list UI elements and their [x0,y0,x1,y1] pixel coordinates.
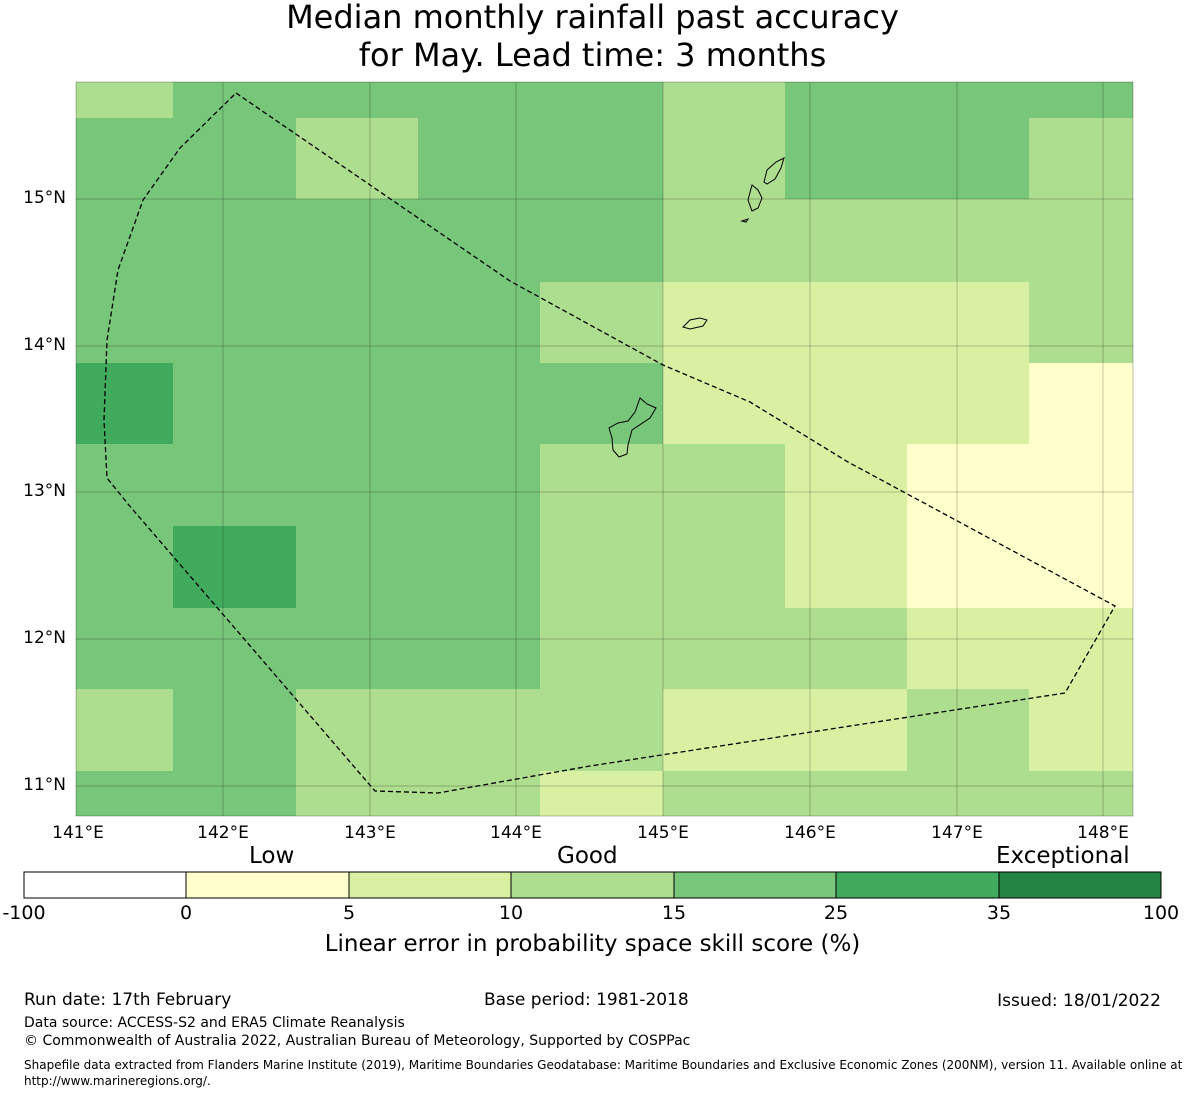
grid-cell [540,444,785,689]
lat-label: 15°N [23,188,66,208]
colorbar [23,871,1162,899]
grid-cell [540,282,663,363]
grid-cell [1029,689,1133,771]
lon-label: 142°E [197,823,249,843]
saipan-island [763,157,785,185]
grid-cell [785,444,907,608]
grid-cell [907,608,1133,689]
grid-cell [1029,363,1133,444]
grid-cell [1029,118,1133,199]
skill-grid [76,82,1133,816]
colorbar-tick: 0 [179,902,193,924]
map-title-line2: for May. Lead time: 3 months [358,36,827,74]
grid-cell [76,363,173,444]
colorbar-segment [511,872,674,898]
data-source: Data source: ACCESS-S2 and ERA5 Climate … [24,1015,405,1031]
grid-cell [663,771,1133,816]
lon-label: 143°E [344,823,396,843]
category-exceptional: Exceptional [996,843,1130,869]
copyright-notice: © Commonwealth of Australia 2022, Austra… [24,1033,691,1049]
lat-label: 11°N [23,775,66,795]
category-good: Good [557,843,618,869]
grid-cell [76,689,173,771]
rota-island [682,317,708,330]
colorbar-segment [349,872,511,898]
lon-label: 141°E [52,823,104,843]
grid-cell [1029,282,1133,363]
grid-cell [785,608,907,689]
grid-cell [663,199,1133,282]
lon-label: 144°E [490,823,542,843]
base-period: Base period: 1981-2018 [484,990,689,1010]
colorbar-tick: 35 [986,902,1012,924]
aguijan-island [740,218,750,223]
colorbar-title: Linear error in probability space skill … [324,931,861,957]
grid-cell [663,82,785,199]
colorbar-segment [186,872,349,898]
colorbar-tick: 15 [661,902,687,924]
colorbar-segment [836,872,999,898]
grid-cell [907,444,1133,608]
colorbar-segment [24,872,186,898]
shapefile-credit: Shapefile data extracted from Flanders M… [24,1058,1183,1088]
colorbar-tick: -100 [2,902,46,924]
colorbar-tick: 25 [823,902,849,924]
lat-label: 13°N [23,481,66,501]
grid-cell [907,689,1029,771]
lon-label: 146°E [784,823,836,843]
colorbar-frame [23,871,1162,899]
grid-cell [173,526,296,608]
eez-boundary [103,92,1116,794]
colorbar-segment [674,872,836,898]
lon-label: 147°E [931,823,983,843]
guam-island [608,397,657,458]
lon-label: 145°E [637,823,689,843]
colorbar-tick: 10 [498,902,524,924]
grid-cell [540,771,663,816]
lat-label: 12°N [23,628,66,648]
lat-label: 14°N [23,335,66,355]
graticule [76,82,1133,816]
islands [608,157,785,458]
grid-cell [663,282,1029,444]
grid-cell [76,82,173,118]
colorbar-tick: 100 [1142,902,1180,924]
grid-cell [663,689,907,771]
tinian-island [747,184,763,212]
run-date: Run date: 17th February [24,990,232,1010]
category-low: Low [249,843,295,869]
colorbar-tick: 5 [342,902,356,924]
grid-cell [296,118,418,199]
map-title-line1: Median monthly rainfall past accuracy [286,0,899,36]
colorbar-segment [999,872,1161,898]
issued-date: Issued: 18/01/2022 [997,991,1161,1011]
lon-label: 148°E [1077,823,1129,843]
map-frame [75,81,1134,817]
